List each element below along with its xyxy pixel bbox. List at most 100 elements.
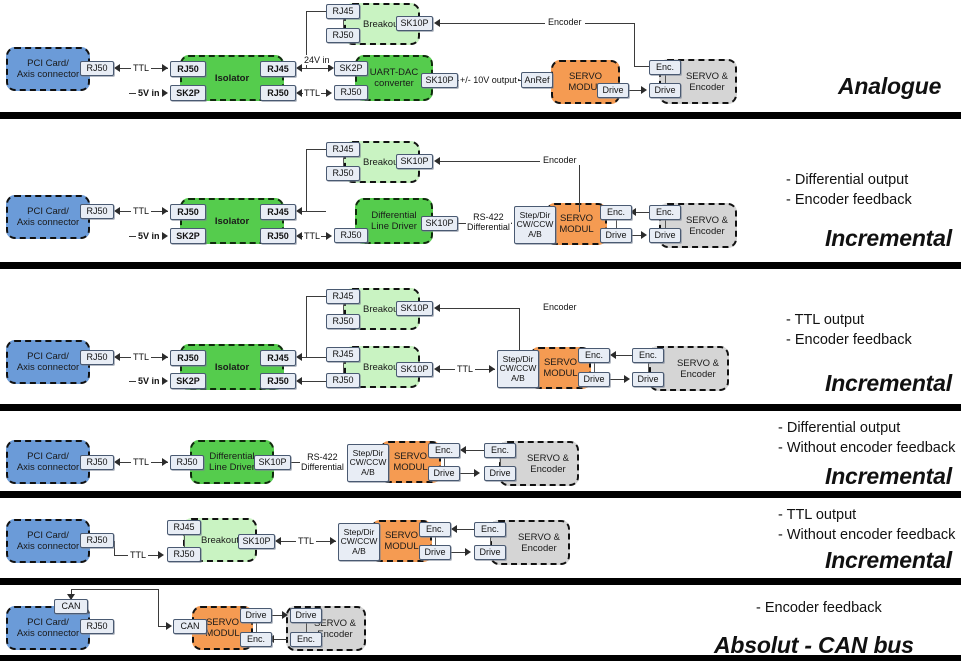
r1-se-enc[interactable]: Enc. xyxy=(649,60,681,75)
r3-breakout-bottom-sk10p[interactable]: SK10P xyxy=(396,362,433,377)
r3-iso-to-breakout2 xyxy=(302,381,328,382)
r1-pci-rj50[interactable]: RJ50 xyxy=(80,61,114,76)
r6-servo-can[interactable]: CAN xyxy=(173,619,207,634)
r1-junction-riser xyxy=(306,11,307,69)
r4-sm-tie xyxy=(444,458,445,466)
r5-ttl-label-2: TTL xyxy=(296,536,317,546)
r3-isolator-rj45-out[interactable]: RJ45 xyxy=(260,350,296,366)
r2-servo-encoder-label: SERVO & Encoder xyxy=(685,214,729,237)
r1-breakout-rj45[interactable]: RJ45 xyxy=(326,4,360,19)
r4-servo-drive-out[interactable]: Drive xyxy=(428,466,460,481)
r5-step-dir[interactable]: Step/Dir CW/CCW A/B xyxy=(338,523,380,561)
r5-enc-back-line xyxy=(456,529,474,530)
r5-pci-rj50[interactable]: RJ50 xyxy=(80,533,114,548)
r1-isolator-rj45-out[interactable]: RJ45 xyxy=(260,61,296,77)
r3-enc-back-line xyxy=(614,355,632,356)
r2-servo-enc-out[interactable]: Enc. xyxy=(600,205,632,220)
r3-se-drive[interactable]: Drive xyxy=(632,372,664,387)
r5-breakout-rj50[interactable]: RJ50 xyxy=(167,547,201,562)
r3-isolator-sk2p[interactable]: SK2P xyxy=(170,373,206,389)
r1-uart-rj50[interactable]: RJ50 xyxy=(334,85,368,100)
r3-encoder-drop xyxy=(519,308,520,355)
r2-breakout-label: Breakout xyxy=(362,156,402,168)
r4-se-drive[interactable]: Drive xyxy=(484,466,516,481)
r6-pci-can[interactable]: CAN xyxy=(54,599,88,614)
r5-servo-encoder-label: SERVO & Encoder xyxy=(517,531,561,554)
r2-step-dir[interactable]: Step/Dir CW/CCW A/B xyxy=(514,206,556,244)
r1-ttl-arrow-right-1 xyxy=(162,64,168,72)
r3-breakout-top-rj50[interactable]: RJ50 xyxy=(326,314,360,329)
r3-isolator-rj50-in[interactable]: RJ50 xyxy=(170,350,206,366)
r5-se-drive[interactable]: Drive xyxy=(474,545,506,560)
r4-step-dir[interactable]: Step/Dir CW/CCW A/B xyxy=(347,444,389,482)
r3-pci-rj50[interactable]: RJ50 xyxy=(80,350,114,365)
r3-step-dir[interactable]: Step/Dir CW/CCW A/B xyxy=(497,350,539,388)
r2-dld-rj50[interactable]: RJ50 xyxy=(334,228,368,243)
r6-se-drive[interactable]: Drive xyxy=(290,608,322,623)
r2-breakout-sk10p[interactable]: SK10P xyxy=(396,154,433,169)
r4-pci-card-label: PCI Card/ Axis connector xyxy=(16,451,80,473)
r2-category-title: Incremental xyxy=(825,225,952,251)
r1-encoder-drop xyxy=(634,23,635,66)
r3-breakout-top-sk10p[interactable]: SK10P xyxy=(396,301,433,316)
r2-servo-drive-out[interactable]: Drive xyxy=(600,228,632,243)
r4-pci-rj50[interactable]: RJ50 xyxy=(80,455,114,470)
r1-breakout-sk10p[interactable]: SK10P xyxy=(396,16,433,31)
r6-servo-enc-out[interactable]: Enc. xyxy=(240,632,272,647)
r6-pci-rj50[interactable]: RJ50 xyxy=(80,619,114,634)
r4-servo-enc-out[interactable]: Enc. xyxy=(428,443,460,458)
r3-breakout-top-tie xyxy=(343,304,344,314)
r6-se-enc[interactable]: Enc. xyxy=(290,632,322,647)
r2-pci-rj50[interactable]: RJ50 xyxy=(80,204,114,219)
r4-se-enc[interactable]: Enc. xyxy=(484,443,516,458)
r1-uart-sk10p[interactable]: SK10P xyxy=(421,73,458,88)
r1-isolator-rj50-out[interactable]: RJ50 xyxy=(260,85,296,101)
r1-anref[interactable]: AnRef xyxy=(521,72,553,88)
r2-isolator-sk2p[interactable]: SK2P xyxy=(170,228,206,244)
r5-servo-enc-out[interactable]: Enc. xyxy=(419,522,451,537)
r2-isolator-rj50-out[interactable]: RJ50 xyxy=(260,228,296,244)
r1-isolator-sk2p[interactable]: SK2P xyxy=(170,85,206,101)
r3-servo-encoder-label: SERVO & Encoder xyxy=(676,357,720,380)
r2-se-enc[interactable]: Enc. xyxy=(649,205,681,220)
r5-servo-drive-out[interactable]: Drive xyxy=(419,545,451,560)
r1-breakout-tie xyxy=(343,19,344,28)
r5-se-enc[interactable]: Enc. xyxy=(474,522,506,537)
r3-breakout-bottom-rj50[interactable]: RJ50 xyxy=(326,373,360,388)
r4-dld-label: Differential Line Driver xyxy=(209,451,255,473)
r1-se-drive[interactable]: Drive xyxy=(649,83,681,98)
r3-breakout-top-rj45[interactable]: RJ45 xyxy=(326,289,360,304)
r3-ttl-label-1: TTL xyxy=(131,352,152,362)
r1-isolator-rj50-in[interactable]: RJ50 xyxy=(170,61,206,77)
r1-24v-line xyxy=(306,68,330,69)
r3-breakout-bottom-rj45[interactable]: RJ45 xyxy=(326,347,360,362)
r3-encoder-label: Encoder xyxy=(540,302,580,312)
r5-drive-line xyxy=(451,552,467,553)
r5-breakout-sk10p[interactable]: SK10P xyxy=(238,534,275,549)
r5-breakout-label: Breakout xyxy=(200,534,240,546)
r3-servo-enc-out[interactable]: Enc. xyxy=(578,348,610,363)
r2-se-drive[interactable]: Drive xyxy=(649,228,681,243)
r1-ttl-arrow-right-2 xyxy=(326,89,332,97)
r3-encoder-arrow xyxy=(434,304,440,312)
r3-servo-drive-out[interactable]: Drive xyxy=(578,372,610,387)
r5-breakout-rj45[interactable]: RJ45 xyxy=(167,520,201,535)
r3-se-enc[interactable]: Enc. xyxy=(632,348,664,363)
r1-servo-drive-out[interactable]: Drive xyxy=(597,83,629,98)
r4-enc-back-arrow xyxy=(460,446,466,454)
r2-isolator-rj50-in[interactable]: RJ50 xyxy=(170,204,206,220)
r5-ttl-label: TTL xyxy=(128,550,149,560)
r1-ttl-label-2: TTL xyxy=(303,88,322,98)
r6-servo-drive-out[interactable]: Drive xyxy=(240,608,272,623)
r1-uart-dac: UART-DAC converter xyxy=(355,55,433,101)
r2-breakout-rj45[interactable]: RJ45 xyxy=(326,142,360,157)
r1-uart-sk2p[interactable]: SK2P xyxy=(334,61,368,76)
r4-dld-rj50[interactable]: RJ50 xyxy=(170,455,204,470)
r1-breakout-rj50[interactable]: RJ50 xyxy=(326,28,360,43)
r3-isolator-rj50-out[interactable]: RJ50 xyxy=(260,373,296,389)
r2-breakout-rj50[interactable]: RJ50 xyxy=(326,166,360,181)
r4-dld-sk10p[interactable]: SK10P xyxy=(254,455,291,470)
r3-notes: - TTL output - Encoder feedback xyxy=(786,312,912,348)
r2-isolator-rj45-out[interactable]: RJ45 xyxy=(260,204,296,220)
r2-dld-sk10p[interactable]: SK10P xyxy=(421,216,458,231)
